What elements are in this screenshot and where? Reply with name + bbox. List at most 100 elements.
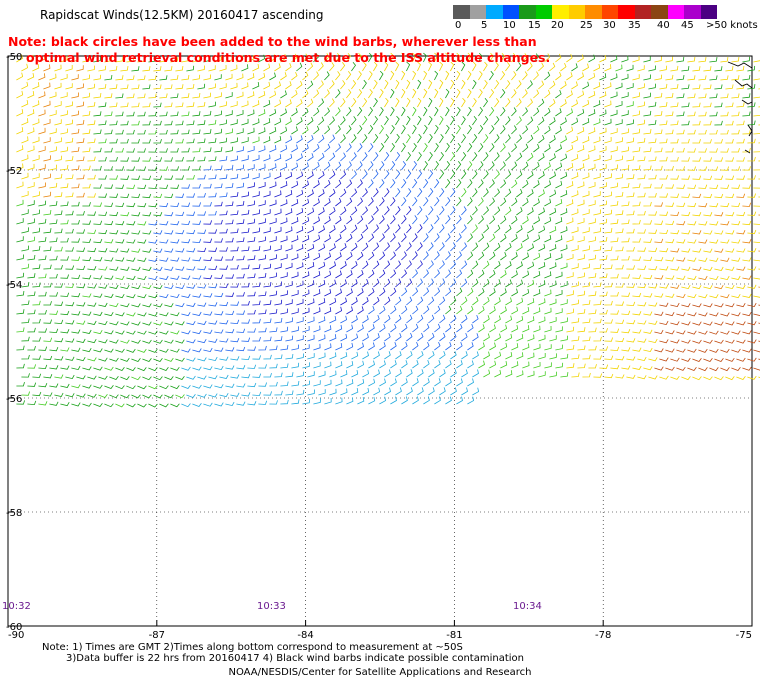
wind-barb [181,293,191,298]
wind-barb [274,99,282,108]
wind-barb [582,300,591,306]
wind-barb [423,88,428,99]
wind-barb [692,211,702,217]
wind-barb [263,190,271,198]
wind-barb [560,117,567,126]
wind-barb [71,347,81,352]
wind-barb [115,129,124,135]
wind-barb [203,110,212,117]
wind-barb [368,233,375,243]
wind-barb [43,118,51,126]
wind-barb [142,394,152,399]
wind-barb [291,89,298,99]
wind-barb [703,212,713,217]
wind-barb [186,302,196,307]
wind-barb [489,360,497,369]
wind-barb [538,316,546,324]
wind-barb [648,357,658,362]
colorbar-label: >50 knots [706,20,758,31]
wind-barb [681,339,691,344]
wind-barb [582,263,590,270]
wind-barb [665,275,675,280]
wind-barb [511,234,518,243]
wind-barb [203,165,212,171]
wind-barb [412,341,419,351]
wind-barb [692,321,702,326]
wind-barb [467,233,473,243]
wind-barb [252,191,260,198]
wind-barb [593,154,601,162]
wind-barb [533,252,541,261]
wind-barb [170,312,180,317]
wind-barb [428,242,434,252]
wind-barb [280,199,288,207]
wind-barb [687,148,696,153]
wind-barb [434,197,440,207]
wind-barb [38,164,46,171]
wind-barb [626,210,635,216]
wind-barb [720,275,730,281]
wind-barb [522,361,530,369]
wind-barb [439,169,445,180]
wind-barb [483,242,490,252]
wind-barb [164,211,174,217]
wind-barb [511,125,517,135]
wind-barb [98,266,108,271]
wind-barb [566,308,574,315]
wind-barb [71,365,81,371]
graticule [8,56,752,626]
wind-barb [16,327,25,333]
wind-barb [593,100,601,108]
wind-barb [549,207,557,216]
wind-barb [703,339,713,344]
wind-barb [291,399,300,405]
wind-barb [76,393,86,398]
wind-barb [373,79,378,90]
wind-barb [703,175,713,180]
wind-barb [736,339,746,344]
wind-barb [104,166,113,171]
wind-barb [115,294,125,299]
wind-barb [346,379,354,387]
wind-barb [49,328,59,334]
wind-barb [252,245,261,252]
wind-barb [582,372,591,378]
wind-barb [483,224,490,234]
wind-barb [582,245,590,252]
wind-barb [643,129,652,135]
wind-barb [181,93,190,99]
wind-barb [368,179,374,189]
wind-barb [247,182,255,189]
wind-barb [153,157,162,162]
wind-barb [43,319,52,324]
wind-barb [247,346,256,351]
wind-barb [307,153,314,162]
wind-barb [131,394,141,399]
wind-barb [742,239,752,244]
wind-barb [379,251,386,261]
wind-barb [753,367,760,371]
wind-barb [115,385,125,390]
wind-barb [346,179,353,189]
wind-barb [643,366,653,371]
wind-barb [54,137,62,144]
wind-barb [544,253,552,261]
wind-barb [192,56,200,63]
wind-barb [368,106,374,117]
wind-barb [516,170,523,180]
wind-barb [208,247,218,252]
wind-barb [390,106,395,117]
wind-barb [676,239,686,244]
wind-barb [560,353,569,360]
wind-barb [280,108,287,117]
lat-label: -58 [6,508,22,519]
wind-barb [324,198,331,207]
colorbar-label: 30 [603,20,616,31]
wind-barb [296,171,304,180]
wind-barb [439,332,446,342]
wind-barb [65,320,75,325]
wind-barb [648,174,657,180]
wind-barb [731,330,741,335]
wind-barb [742,330,752,335]
wind-barb [98,248,108,253]
